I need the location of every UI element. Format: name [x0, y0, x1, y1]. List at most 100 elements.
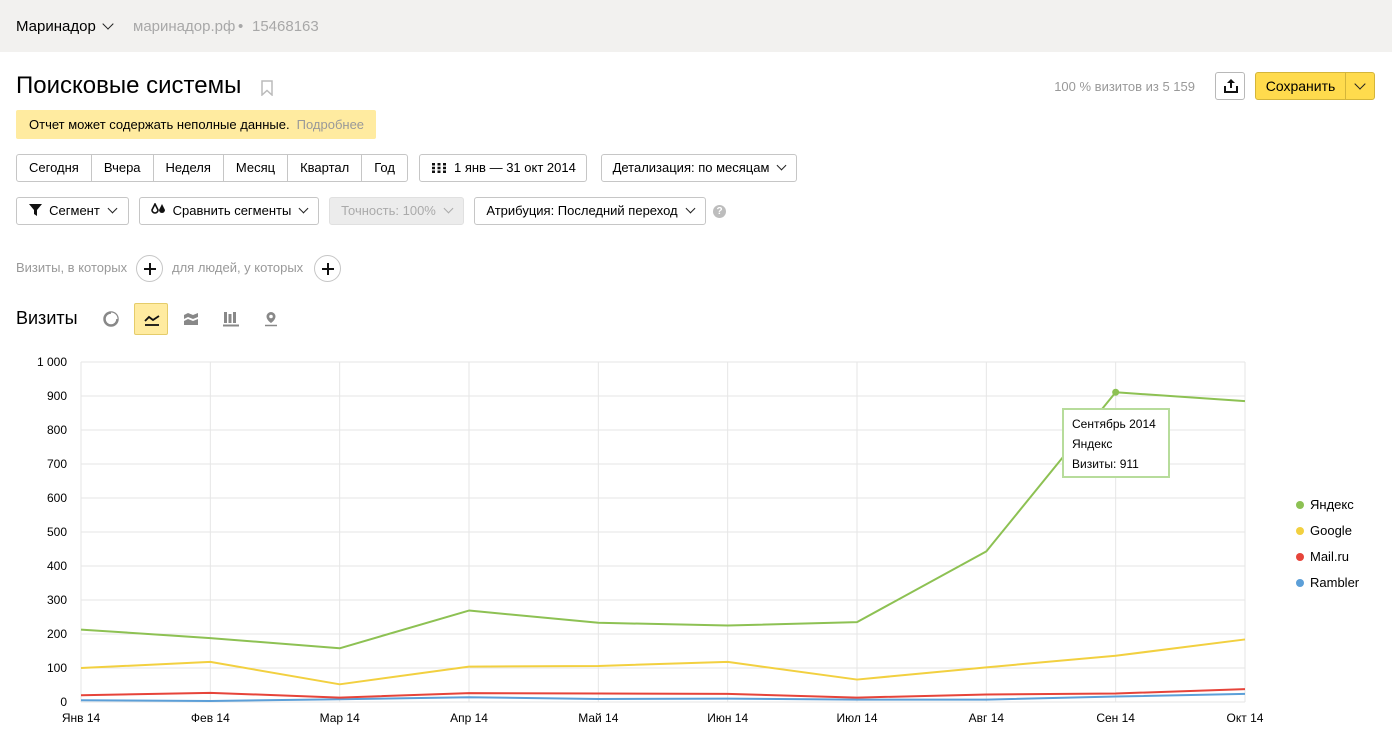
period-presets: Сегодня Вчера Неделя Месяц Квартал Год	[16, 154, 408, 182]
y-tick-label: 500	[47, 525, 67, 539]
chart-tooltip: Сентябрь 2014 Яндекс Визиты: 911	[1062, 408, 1170, 478]
x-tick-label: Янв 14	[62, 711, 101, 725]
y-tick-label: 1 000	[37, 355, 67, 369]
period-yesterday-button[interactable]: Вчера	[90, 154, 154, 182]
tooltip-series: Яндекс	[1072, 437, 1113, 451]
attribution-dropdown[interactable]: Атрибуция: Последний переход	[474, 197, 706, 225]
visits-share: 100 % визитов из 5 159	[1054, 79, 1195, 94]
page-title: Поисковые системы	[16, 72, 242, 99]
x-tick-label: Сен 14	[1096, 711, 1135, 725]
compare-segments-label: Сравнить сегменты	[172, 203, 292, 218]
series-line-Яндекс	[80, 391, 1246, 650]
legend-item-rambler[interactable]: Rambler	[1296, 575, 1359, 590]
legend-item-yandex[interactable]: Яндекс	[1296, 497, 1354, 512]
bar-chart-icon	[223, 312, 239, 327]
period-year-button[interactable]: Год	[361, 154, 408, 182]
x-tick-label: Май 14	[578, 711, 619, 725]
chevron-down-icon	[1354, 78, 1366, 90]
drops-icon	[150, 202, 165, 214]
top-bar: Маринадор маринадор.рф • 15468163	[0, 0, 1392, 52]
counter-id: 15468163	[252, 18, 319, 35]
date-range-picker[interactable]: 1 янв — 31 окт 2014	[419, 154, 587, 182]
chevron-down-icon	[107, 203, 118, 214]
y-tick-label: 300	[47, 593, 67, 607]
y-tick-label: 600	[47, 491, 67, 505]
save-button[interactable]: Сохранить	[1255, 72, 1346, 100]
chevron-down-icon	[443, 203, 454, 214]
export-button[interactable]	[1215, 72, 1245, 100]
detail-label: Детализация: по месяцам	[612, 160, 770, 175]
legend-label: Google	[1310, 523, 1352, 538]
chevron-down-icon	[685, 203, 696, 214]
legend-dot	[1296, 527, 1304, 535]
chevron-down-icon	[298, 203, 309, 214]
y-tick-label: 100	[47, 661, 67, 675]
detail-dropdown[interactable]: Детализация: по месяцам	[601, 154, 797, 182]
x-tick-label: Июн 14	[707, 711, 748, 725]
bookmark-icon[interactable]	[261, 80, 273, 96]
upload-icon	[1224, 79, 1238, 93]
warning-text: Отчет может содержать неполные данные.	[29, 117, 290, 132]
x-tick-label: Авг 14	[969, 711, 1005, 725]
tooltip-period: Сентябрь 2014	[1072, 417, 1156, 431]
area-chart-icon	[184, 313, 198, 325]
filter-icon	[29, 204, 43, 216]
line-view-button[interactable]	[134, 303, 168, 335]
x-tick-label: Июл 14	[836, 711, 877, 725]
chevron-down-icon	[776, 160, 787, 171]
accuracy-label: Точность: 100%	[341, 203, 436, 218]
add-visit-condition-button[interactable]	[136, 255, 163, 282]
series-line-Google	[80, 638, 1246, 686]
series-line-Mail.ru	[80, 688, 1246, 699]
accuracy-dropdown: Точность: 100%	[329, 197, 464, 225]
x-tick-label: Фев 14	[191, 711, 230, 725]
compare-segments-dropdown[interactable]: Сравнить сегменты	[139, 197, 319, 225]
period-week-button[interactable]: Неделя	[152, 154, 224, 182]
y-tick-label: 200	[47, 627, 67, 641]
highlight-point	[1112, 388, 1120, 396]
segment-dropdown[interactable]: Сегмент	[16, 197, 129, 225]
people-condition-label: для людей, у которых	[172, 260, 304, 275]
y-tick-label: 0	[60, 695, 67, 709]
pie-chart-icon	[103, 311, 119, 327]
x-tick-label: Окт 14	[1227, 711, 1264, 725]
visits-condition-label: Визиты, в которых	[16, 260, 128, 275]
counter-selector[interactable]: Маринадор	[16, 18, 114, 35]
legend-label: Яндекс	[1310, 497, 1354, 512]
segment-label: Сегмент	[49, 203, 100, 218]
counter-separator: •	[238, 18, 244, 35]
bar-view-button[interactable]	[214, 303, 248, 335]
y-tick-label: 800	[47, 423, 67, 437]
calendar-icon	[432, 163, 446, 173]
legend-dot	[1296, 553, 1304, 561]
legend-label: Rambler	[1310, 575, 1360, 590]
legend-dot	[1296, 501, 1304, 509]
visits-line-chart: 0 100 200 300 400 500 600 700 800 900 1 000 Янв 14 Ф…	[37, 355, 1264, 725]
chevron-down-icon	[102, 18, 114, 30]
y-tick-label: 400	[47, 559, 67, 573]
line-chart-icon	[144, 315, 160, 326]
more-link[interactable]: Подробнее	[296, 117, 365, 132]
map-view-button[interactable]	[254, 303, 288, 335]
area-view-button[interactable]	[174, 303, 208, 335]
series-line-Rambler	[80, 692, 1246, 702]
save-options-button[interactable]	[1345, 72, 1375, 100]
help-icon[interactable]: ?	[713, 205, 726, 218]
add-people-condition-button[interactable]	[314, 255, 341, 282]
period-quarter-button[interactable]: Квартал	[287, 154, 363, 182]
counter-name: Маринадор	[16, 18, 96, 35]
x-tick-label: Апр 14	[450, 711, 488, 725]
tooltip-value: Визиты: 911	[1072, 457, 1139, 471]
legend-dot	[1296, 579, 1304, 587]
counter-site: маринадор.рф	[133, 18, 236, 35]
period-month-button[interactable]: Месяц	[222, 154, 289, 182]
legend-item-mailru[interactable]: Mail.ru	[1296, 549, 1349, 564]
attribution-label: Атрибуция: Последний переход	[486, 203, 678, 218]
period-today-button[interactable]: Сегодня	[16, 154, 92, 182]
metric-title: Визиты	[16, 308, 78, 328]
incomplete-data-warning: Отчет может содержать неполные данные. По…	[16, 110, 376, 139]
x-tick-label: Мар 14	[320, 711, 360, 725]
legend-item-google[interactable]: Google	[1296, 523, 1352, 538]
map-icon	[265, 312, 277, 327]
pie-view-button[interactable]	[94, 303, 128, 335]
